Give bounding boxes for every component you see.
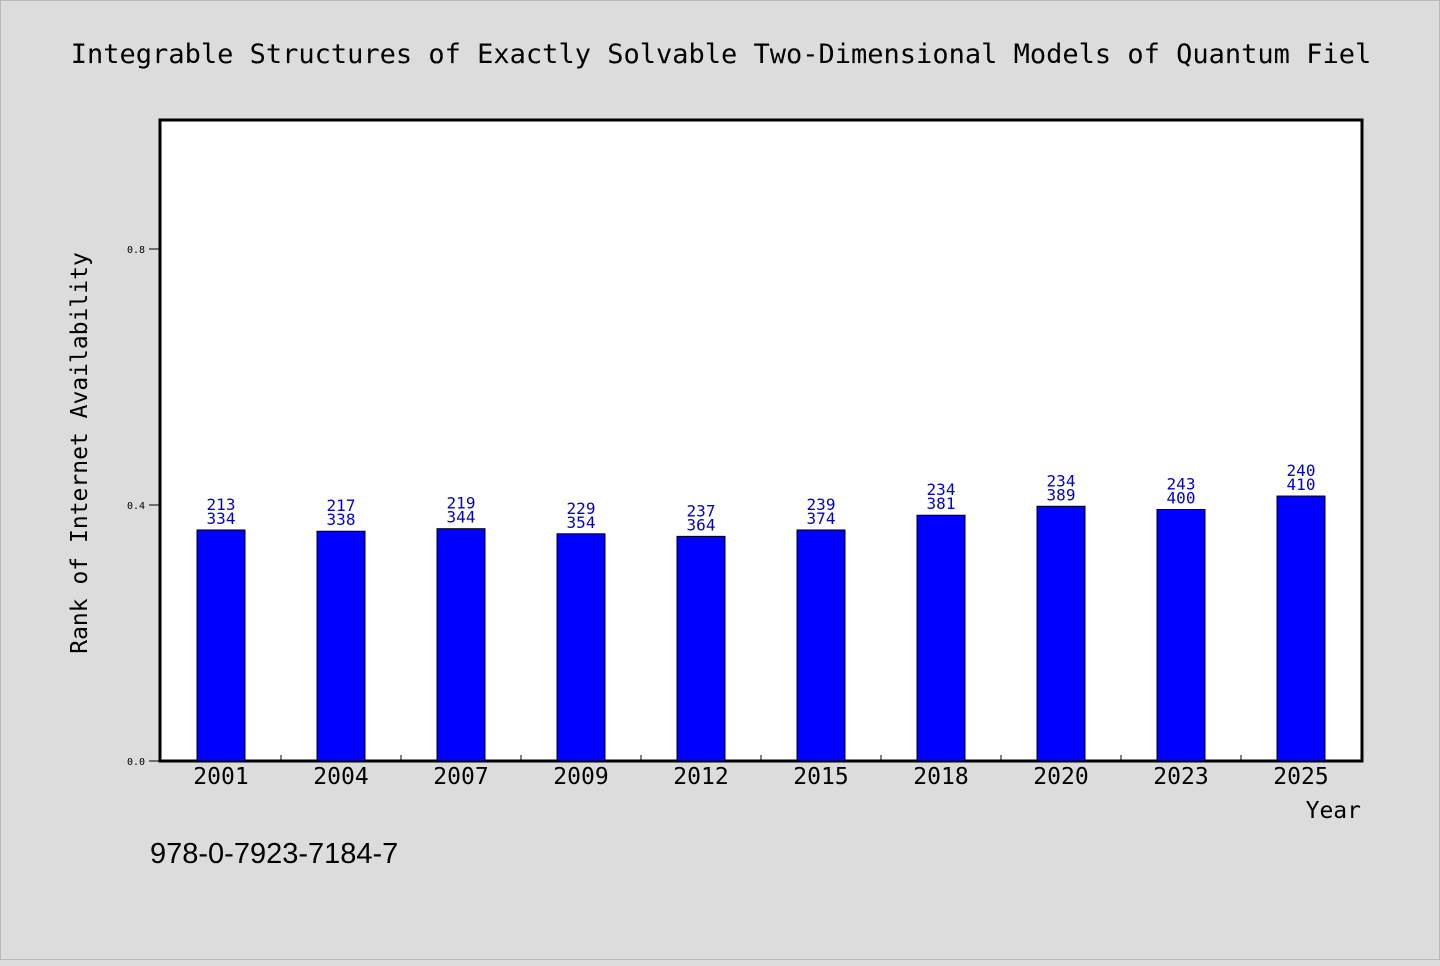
data-label-bottom: 344 [447, 508, 476, 527]
footer-text: 978-0-7923-7184-7 [150, 838, 398, 870]
data-label-top: 234 [1047, 471, 1076, 490]
data-label-bottom: 381 [927, 494, 956, 513]
x-tick-label: 2018 [913, 764, 968, 790]
data-label-bottom: 410 [1287, 475, 1316, 494]
y-tick-label: 0.0 [127, 757, 145, 768]
data-label-bottom: 364 [687, 515, 716, 534]
data-label-bottom: 389 [1047, 485, 1076, 504]
data-label-bottom: 354 [567, 513, 596, 532]
data-label-bottom: 338 [327, 510, 356, 529]
data-label-bottom: 334 [207, 509, 236, 528]
x-tick-label: 2004 [313, 764, 368, 790]
x-tick-label: 2023 [1153, 764, 1208, 790]
bar [196, 529, 246, 762]
x-axis-label: Year [1306, 798, 1361, 824]
data-label-top: 243 [1167, 474, 1196, 493]
data-label-top: 229 [567, 499, 596, 518]
data-label-top: 237 [687, 501, 716, 520]
data-label-top: 213 [207, 495, 236, 514]
data-label-bottom: 374 [807, 509, 836, 528]
data-label-top: 219 [447, 494, 476, 513]
data-label-top: 239 [807, 495, 836, 514]
x-axis: 2001 2004 2007 2009 2012 2015 2018 2020 2023 2025 [193, 755, 1329, 790]
bar [676, 535, 726, 762]
x-tick-label: 2009 [553, 764, 608, 790]
x-tick-label: 2025 [1273, 764, 1328, 790]
y-axis-label: Rank of Internet Availability [67, 252, 93, 654]
bar [436, 528, 486, 762]
x-tick-label: 2012 [673, 764, 728, 790]
bar [1276, 495, 1326, 762]
chart-title: Integrable Structures of Exactly Solvabl… [71, 39, 1371, 70]
data-label-top: 240 [1287, 461, 1316, 480]
x-tick-label: 2007 [433, 764, 488, 790]
bar-series [196, 495, 1326, 762]
x-tick-label: 2020 [1033, 764, 1088, 790]
data-label-top: 217 [327, 496, 356, 515]
y-tick-label: 0.8 [127, 245, 145, 256]
bar [796, 529, 846, 762]
bar [556, 533, 606, 762]
x-tick-label: 2015 [793, 764, 848, 790]
bar [316, 530, 366, 762]
bar [1156, 508, 1206, 762]
y-axis: 0.0 0.4 0.8 [127, 245, 161, 768]
x-tick-label: 2001 [193, 764, 248, 790]
bar [1036, 505, 1086, 762]
y-tick-label: 0.4 [127, 501, 145, 512]
data-label-top: 234 [927, 480, 956, 499]
data-label-bottom: 400 [1167, 488, 1196, 507]
bar [916, 514, 966, 762]
